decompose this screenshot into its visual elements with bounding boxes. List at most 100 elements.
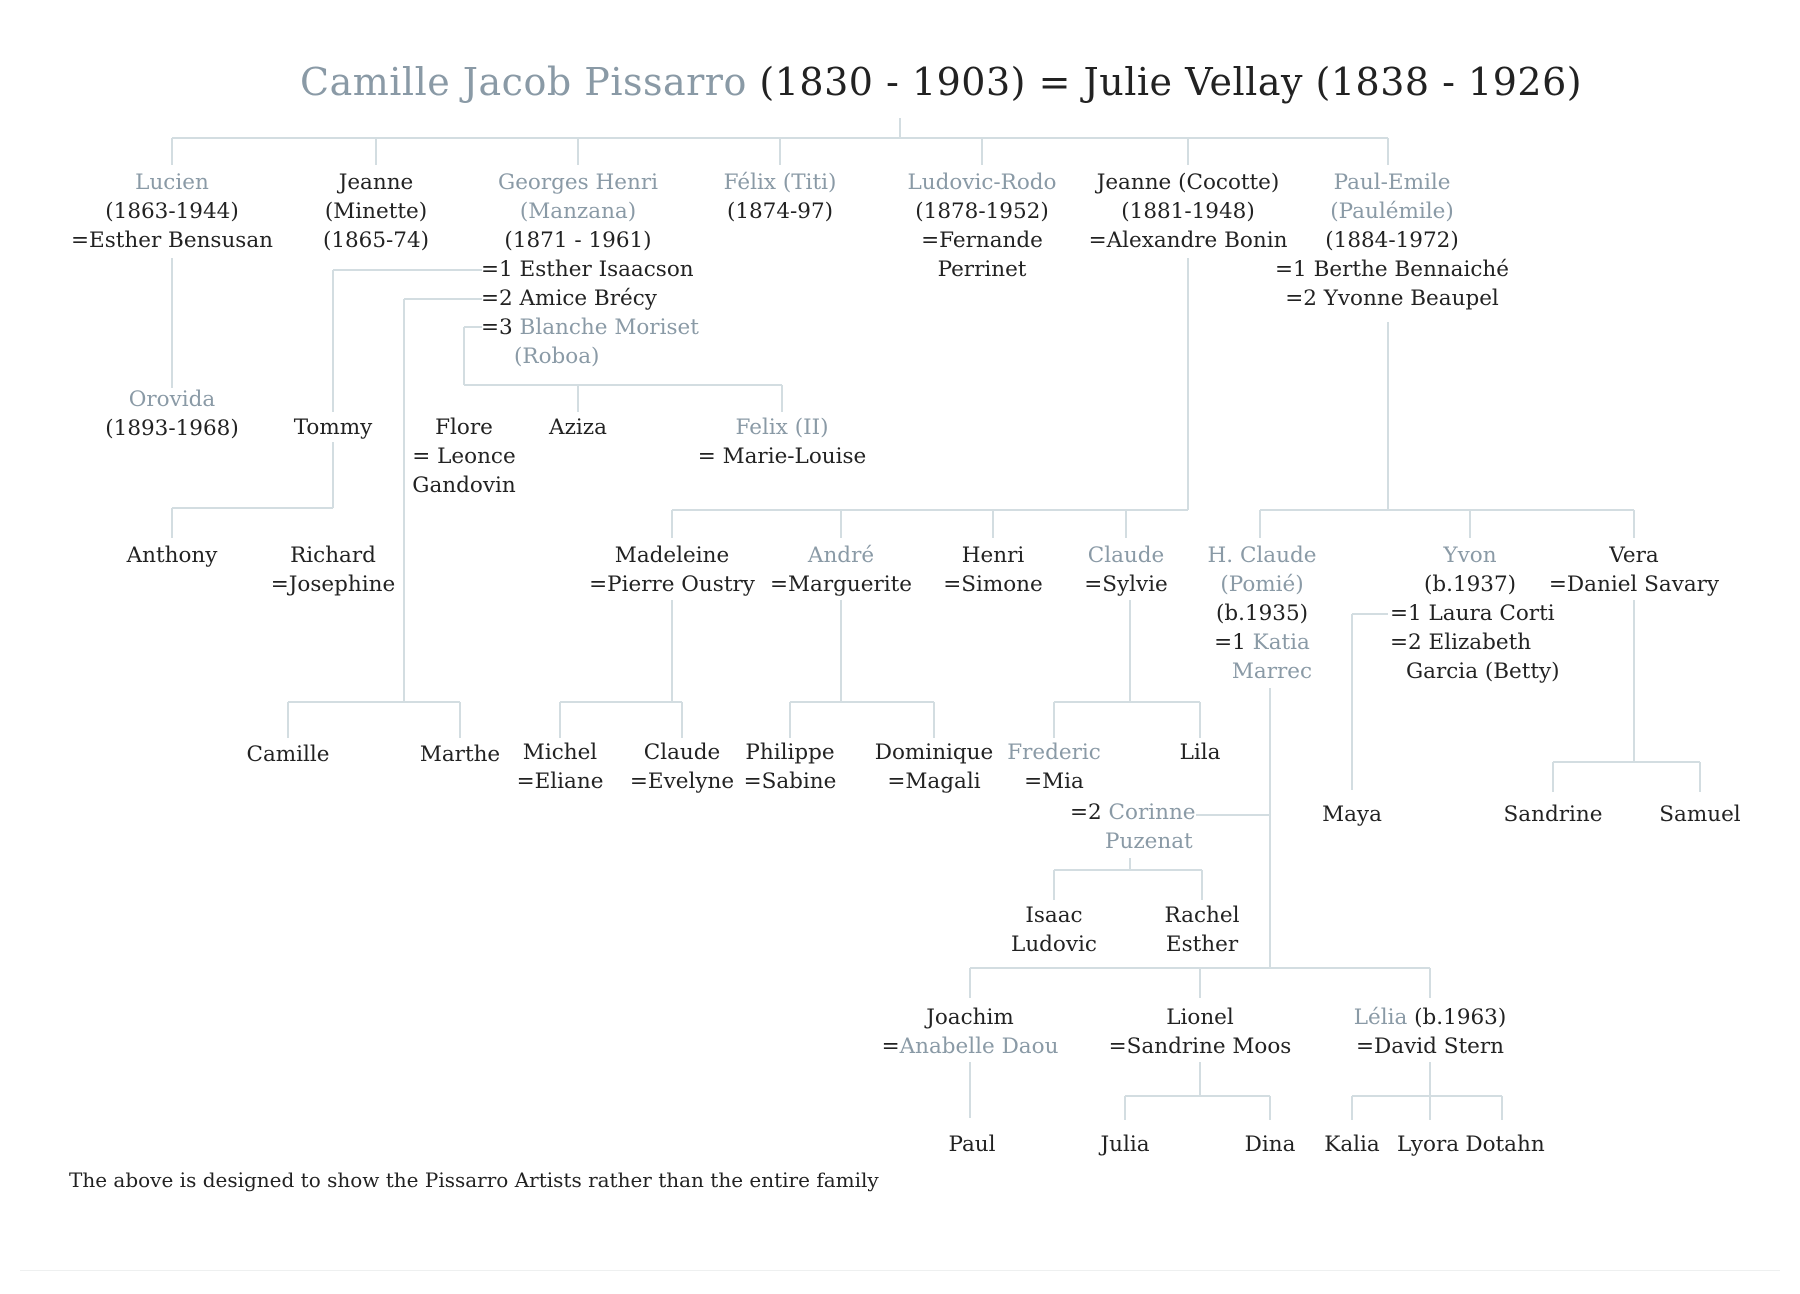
person-spouse: =Fernande: [921, 228, 1043, 253]
person-name: Paul: [948, 1132, 996, 1157]
title-rest: (1830 - 1903) = Julie Vellay (1838 - 192…: [746, 60, 1583, 104]
person-paul: Paul: [948, 1130, 995, 1159]
person-name: Maya: [1322, 802, 1382, 827]
spouse-2-cont: Garcia (Betty): [1406, 659, 1560, 684]
person-vera: Vera =Daniel Savary: [1549, 541, 1719, 599]
person-spouse-cont: Gandovin: [412, 473, 516, 498]
person-frederic: Frederic =Mia: [1007, 738, 1101, 796]
person-spouse: =Sabine: [743, 769, 837, 794]
person-richard: Richard =Josephine: [271, 541, 395, 599]
spouse-2-name: Corinne: [1108, 800, 1196, 825]
person-spouse: =Pierre Oustry: [589, 572, 755, 597]
person-dates: (1871 - 1961): [504, 228, 652, 253]
person-lila: Lila: [1180, 738, 1221, 767]
person-dates: (1884-1972): [1325, 228, 1459, 253]
person-claude-evelyne: Claude =Evelyne: [630, 738, 734, 796]
person-spouse: =Magali: [887, 769, 981, 794]
person-name: Dotahn: [1465, 1132, 1545, 1157]
person-name: Dina: [1244, 1132, 1296, 1157]
person-name: Kalia: [1324, 1132, 1380, 1157]
person-name: Lyora: [1396, 1132, 1460, 1157]
page-title: Camille Jacob Pissarro (1830 - 1903) = J…: [300, 60, 1582, 104]
person-name: Frederic: [1007, 740, 1101, 765]
person-name: Anthony: [126, 543, 218, 568]
person-spouse: =Daniel Savary: [1548, 572, 1720, 597]
person-joachim: Joachim =Anabelle Daou: [882, 1003, 1059, 1061]
person-felix-ii: Felix (II) = Marie-Louise: [698, 413, 867, 471]
person-lionel: Lionel =Sandrine Moos: [1109, 1003, 1292, 1061]
person-name: Yvon: [1443, 543, 1497, 568]
person-alias: (Paulémile): [1330, 199, 1454, 224]
person-dates: (1874-97): [726, 199, 834, 224]
person-henri: Henri =Simone: [943, 541, 1043, 599]
person-samuel: Samuel: [1659, 800, 1740, 829]
person-name: Lila: [1179, 740, 1221, 765]
person-name: Lionel: [1166, 1005, 1234, 1030]
person-name: Rachel: [1164, 903, 1240, 928]
spouse-2-prefix: =2: [1070, 800, 1102, 825]
person-name: Vera: [1609, 543, 1659, 568]
person-dina: Dina: [1245, 1130, 1296, 1159]
person-paul-emile: Paul-Emile (Paulémile) (1884-1972) =1 Be…: [1275, 168, 1509, 313]
spouse-1: =1 Esther Isaacson: [481, 257, 694, 282]
person-name-cont: Ludovic: [1011, 932, 1097, 957]
person-andre: André =Marguerite: [770, 541, 912, 599]
person-sandrine: Sandrine: [1504, 800, 1603, 829]
person-dates: (b.1963): [1407, 1005, 1507, 1030]
person-spouse: =Sandrine Moos: [1108, 1034, 1292, 1059]
person-name: Jeanne: [338, 170, 414, 195]
title-artist-name: Camille Jacob Pissarro: [300, 60, 747, 104]
person-name: Madeleine: [614, 543, 730, 568]
spouse-3-alias: (Roboa): [514, 344, 600, 369]
person-spouse: =Sylvie: [1084, 572, 1168, 597]
person-dates: (1893-1968): [105, 416, 239, 441]
person-spouse: =Simone: [943, 572, 1043, 597]
person-philippe: Philippe =Sabine: [744, 738, 837, 796]
person-name: Felix (II): [735, 415, 829, 440]
person-spouse: Anabelle Daou: [899, 1034, 1059, 1059]
spouse-1: =1 Berthe Bennaiché: [1275, 257, 1509, 282]
person-name: Georges Henri: [498, 170, 658, 195]
person-flore: Flore = Leonce Gandovin: [412, 413, 515, 500]
person-name: Joachim: [926, 1005, 1014, 1030]
person-spouse: =Alexandre Bonin: [1088, 228, 1288, 253]
person-spouse: = Leonce: [412, 444, 516, 469]
person-aziza: Aziza: [549, 413, 607, 442]
person-name: Aziza: [549, 415, 607, 440]
person-lelia: Lélia (b.1963) =David Stern: [1354, 1003, 1507, 1061]
spouse-2: =2 Elizabeth: [1390, 630, 1532, 655]
person-dates: (1878-1952): [915, 199, 1049, 224]
person-name: Ludovic-Rodo: [907, 170, 1057, 195]
person-name: Michel: [522, 740, 598, 765]
spouse-1: =1 Katia: [1208, 628, 1317, 657]
person-rachel-esther: Rachel Esther: [1165, 901, 1240, 959]
spouse-2: =2 Yvonne Beaupel: [1285, 286, 1499, 311]
person-name: Camille: [246, 742, 330, 767]
person-name: Flore: [435, 415, 493, 440]
person-name: Samuel: [1659, 802, 1741, 827]
person-spouse: =David Stern: [1356, 1034, 1504, 1059]
spouse-1-name: Katia: [1252, 630, 1310, 655]
person-name: Lucien: [135, 170, 209, 195]
person-name: Lélia: [1353, 1005, 1408, 1030]
person-felix-titi: Félix (Titi) (1874-97): [724, 168, 837, 226]
person-name: Claude: [643, 740, 721, 765]
person-name: Julia: [1100, 1132, 1150, 1157]
person-georges-henri: Georges Henri (Manzana) (1871 - 1961): [498, 168, 658, 255]
person-dates: (b.1937): [1423, 572, 1517, 597]
person-jeanne-minette: Jeanne (Minette) (1865-74): [323, 168, 429, 255]
person-spouse: =Mia: [1024, 769, 1084, 794]
page-edge-divider: [20, 1270, 1780, 1271]
person-lucien: Lucien (1863-1944) =Esther Bensusan: [71, 168, 273, 255]
person-name: Dominique: [874, 740, 994, 765]
person-dominique: Dominique =Magali: [875, 738, 994, 796]
h-claude-second-spouse: =2 Corinne Puzenat: [1070, 798, 1196, 856]
person-spouse: =Evelyne: [629, 769, 735, 794]
person-spouse: =Eliane: [516, 769, 604, 794]
spouse-2-name-cont: Puzenat: [1105, 829, 1193, 854]
person-alias: (Pomié): [1220, 572, 1304, 597]
yvon-spouses: =1 Laura Corti =2 Elizabeth Garcia (Bett…: [1390, 599, 1560, 686]
person-michel: Michel =Eliane: [517, 738, 604, 796]
person-name: Philippe: [745, 740, 835, 765]
person-maya: Maya: [1322, 800, 1382, 829]
